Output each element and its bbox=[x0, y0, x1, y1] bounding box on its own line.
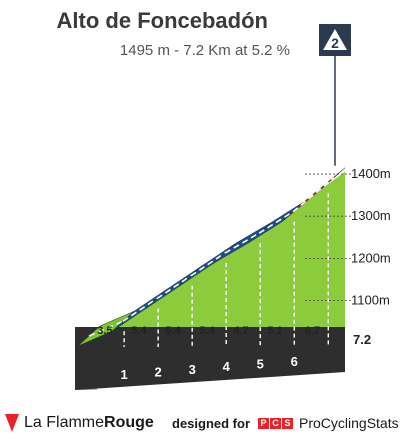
elevation-tick-label-1400: 1400m bbox=[351, 166, 391, 181]
gradient-label-3: 5.4 bbox=[165, 325, 181, 337]
km-marker-5: 5 bbox=[257, 357, 264, 372]
km-marker-3: 3 bbox=[189, 362, 196, 377]
road-center-line-1 bbox=[88, 320, 124, 337]
road-center-line-7 bbox=[292, 177, 335, 213]
gradient-label-2: 5.4 bbox=[131, 325, 147, 337]
road-center-line-3 bbox=[156, 275, 192, 300]
pcs-logo-letter-c: C bbox=[270, 417, 282, 429]
km-marker-2: 2 bbox=[155, 364, 162, 379]
procyclingstats-credit: designed for P C S ProCyclingStats bbox=[172, 412, 399, 434]
gradient-label-6: 5.1 bbox=[267, 325, 282, 337]
climb-title: Alto de Foncebadón bbox=[56, 8, 268, 33]
road-center-line-2 bbox=[122, 297, 158, 322]
km-marker-6: 6 bbox=[291, 354, 298, 369]
gradient-label-5: 4.7 bbox=[233, 325, 248, 337]
road-center-line-4 bbox=[190, 252, 226, 277]
elevation-tick-label-1300: 1300m bbox=[351, 208, 391, 223]
flamme-rouge-icon bbox=[5, 414, 19, 432]
gradient-label-1: 3.5 bbox=[97, 325, 112, 337]
base-band bbox=[75, 327, 345, 390]
road-center-line-5 bbox=[224, 232, 260, 254]
pcs-logo-letter-s: S bbox=[282, 417, 294, 429]
km-marker-4: 4 bbox=[223, 359, 231, 374]
slope-face bbox=[75, 171, 345, 346]
designed-for-label: designed for bbox=[172, 415, 251, 431]
road-center-line-6 bbox=[258, 210, 294, 234]
elevation-profile-chart: 1100m 1200m 1300m 1400m 3.5 5.4 5.4 5.4 4.7 5.1 6.… bbox=[75, 24, 391, 390]
elevation-tick-label-1200: 1200m bbox=[351, 250, 391, 265]
brand-left-part2: Rouge bbox=[104, 414, 154, 431]
category-badge-triangle bbox=[323, 29, 347, 50]
distance-end-label: 7.2 bbox=[353, 332, 371, 347]
km-marker-1: 1 bbox=[121, 367, 128, 382]
elevation-tick-label-1100: 1100m bbox=[351, 292, 390, 307]
laflammerouge-logo: La FlammeRouge bbox=[5, 412, 154, 434]
procyclingstats-name: ProCyclingStats bbox=[299, 415, 399, 431]
gradient-label-4: 5.4 bbox=[199, 325, 215, 337]
category-badge-number: 2 bbox=[331, 35, 339, 51]
climb-subtitle: 1495 m - 7.2 Km at 5.2 % bbox=[119, 42, 290, 59]
gradient-label-7: 6.7 bbox=[305, 325, 320, 337]
pcs-logo-letter-p: P bbox=[258, 417, 270, 429]
brand-left-part1: La Flamme bbox=[24, 414, 105, 431]
